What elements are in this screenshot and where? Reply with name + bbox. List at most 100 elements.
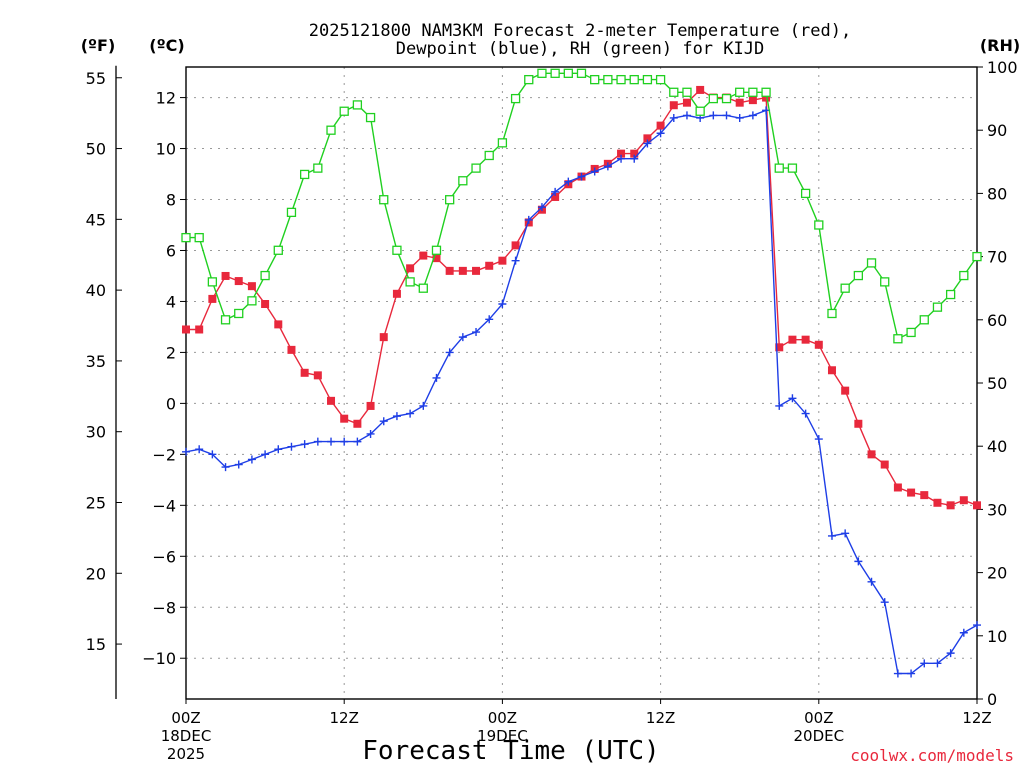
data-point bbox=[485, 315, 494, 324]
data-point bbox=[800, 188, 811, 199]
data-point bbox=[603, 162, 612, 171]
data-point bbox=[564, 177, 573, 186]
c-tick-label: 8 bbox=[166, 191, 176, 210]
c-tick-label: −2 bbox=[152, 445, 176, 464]
data-point bbox=[695, 106, 705, 116]
rh-tick-label: 90 bbox=[987, 121, 1007, 140]
data-point bbox=[933, 498, 942, 507]
series-1 bbox=[182, 106, 981, 678]
data-point bbox=[854, 419, 863, 428]
data-point bbox=[827, 531, 836, 540]
data-point bbox=[339, 106, 349, 116]
data-point bbox=[353, 419, 362, 428]
data-point bbox=[748, 87, 758, 97]
data-point bbox=[406, 264, 415, 273]
data-point bbox=[907, 669, 916, 678]
f-tick-label: 50 bbox=[86, 140, 106, 159]
data-point bbox=[524, 215, 533, 224]
data-point bbox=[524, 74, 534, 85]
data-point bbox=[853, 270, 863, 281]
data-point bbox=[340, 414, 349, 423]
data-point bbox=[775, 401, 784, 410]
data-point bbox=[445, 195, 455, 205]
data-point bbox=[220, 315, 231, 325]
data-point bbox=[458, 176, 468, 186]
data-point bbox=[775, 343, 784, 352]
x-tick-label: 12Z bbox=[330, 709, 359, 727]
data-point bbox=[247, 296, 257, 306]
data-point bbox=[195, 325, 204, 334]
data-point bbox=[432, 373, 441, 382]
data-point bbox=[234, 277, 243, 286]
data-point bbox=[893, 483, 902, 492]
data-point bbox=[313, 163, 323, 173]
data-point bbox=[550, 68, 560, 78]
data-point bbox=[788, 394, 797, 403]
c-tick-label: 4 bbox=[166, 292, 176, 311]
data-point bbox=[735, 87, 745, 97]
data-point bbox=[431, 245, 442, 255]
data-point bbox=[299, 169, 310, 180]
x-tick-label: 00Z bbox=[171, 709, 200, 727]
x-tick-label: 00Z bbox=[488, 709, 517, 727]
data-point bbox=[576, 68, 587, 78]
data-point bbox=[537, 68, 547, 78]
data-point bbox=[537, 203, 546, 212]
data-point bbox=[762, 93, 771, 102]
data-point bbox=[696, 85, 705, 94]
x-axis-label: Forecast Time (UTC) bbox=[362, 736, 659, 766]
data-point bbox=[893, 669, 902, 678]
data-point bbox=[181, 232, 191, 243]
data-point bbox=[497, 138, 508, 148]
data-point bbox=[471, 163, 481, 173]
series-0 bbox=[182, 85, 981, 510]
data-point bbox=[867, 577, 876, 586]
data-point bbox=[893, 334, 903, 344]
data-point bbox=[866, 258, 877, 268]
series-line bbox=[185, 109, 978, 675]
c-tick-label: 6 bbox=[166, 241, 176, 260]
data-point bbox=[419, 251, 428, 260]
chart-title-line1: 2025121800 NAM3KM Forecast 2-meter Tempe… bbox=[309, 21, 851, 41]
data-point bbox=[327, 437, 336, 446]
data-point bbox=[590, 74, 600, 85]
data-point bbox=[498, 300, 507, 308]
data-point bbox=[445, 348, 454, 357]
data-point bbox=[656, 121, 665, 130]
data-point bbox=[379, 333, 388, 342]
data-point bbox=[841, 529, 850, 538]
c-tick-label: 12 bbox=[156, 89, 176, 108]
data-point bbox=[814, 220, 824, 230]
data-point bbox=[643, 134, 652, 143]
data-point bbox=[274, 445, 283, 454]
data-point bbox=[287, 442, 296, 451]
data-point bbox=[590, 167, 599, 176]
data-point bbox=[365, 112, 376, 123]
data-point bbox=[260, 270, 270, 281]
data-point bbox=[366, 429, 375, 438]
data-point bbox=[221, 463, 230, 472]
data-point bbox=[274, 320, 283, 329]
data-point bbox=[722, 111, 731, 120]
data-point bbox=[511, 241, 520, 250]
data-point bbox=[630, 149, 639, 158]
data-point bbox=[933, 659, 942, 668]
f-tick-label: 15 bbox=[86, 635, 106, 654]
data-point bbox=[814, 340, 823, 349]
c-tick-label: −4 bbox=[152, 496, 176, 515]
data-point bbox=[340, 437, 349, 446]
data-point bbox=[182, 325, 190, 334]
data-point bbox=[827, 366, 836, 375]
data-point bbox=[920, 659, 929, 668]
data-point bbox=[208, 450, 217, 459]
data-point bbox=[630, 154, 639, 163]
data-point bbox=[379, 417, 388, 426]
data-point bbox=[788, 335, 797, 344]
c-tick-label: −10 bbox=[142, 649, 176, 668]
data-point bbox=[880, 460, 889, 469]
data-point bbox=[472, 266, 481, 275]
c-tick-label: −8 bbox=[152, 598, 176, 617]
data-point bbox=[682, 111, 691, 120]
data-point bbox=[774, 163, 784, 173]
data-point bbox=[603, 74, 613, 85]
